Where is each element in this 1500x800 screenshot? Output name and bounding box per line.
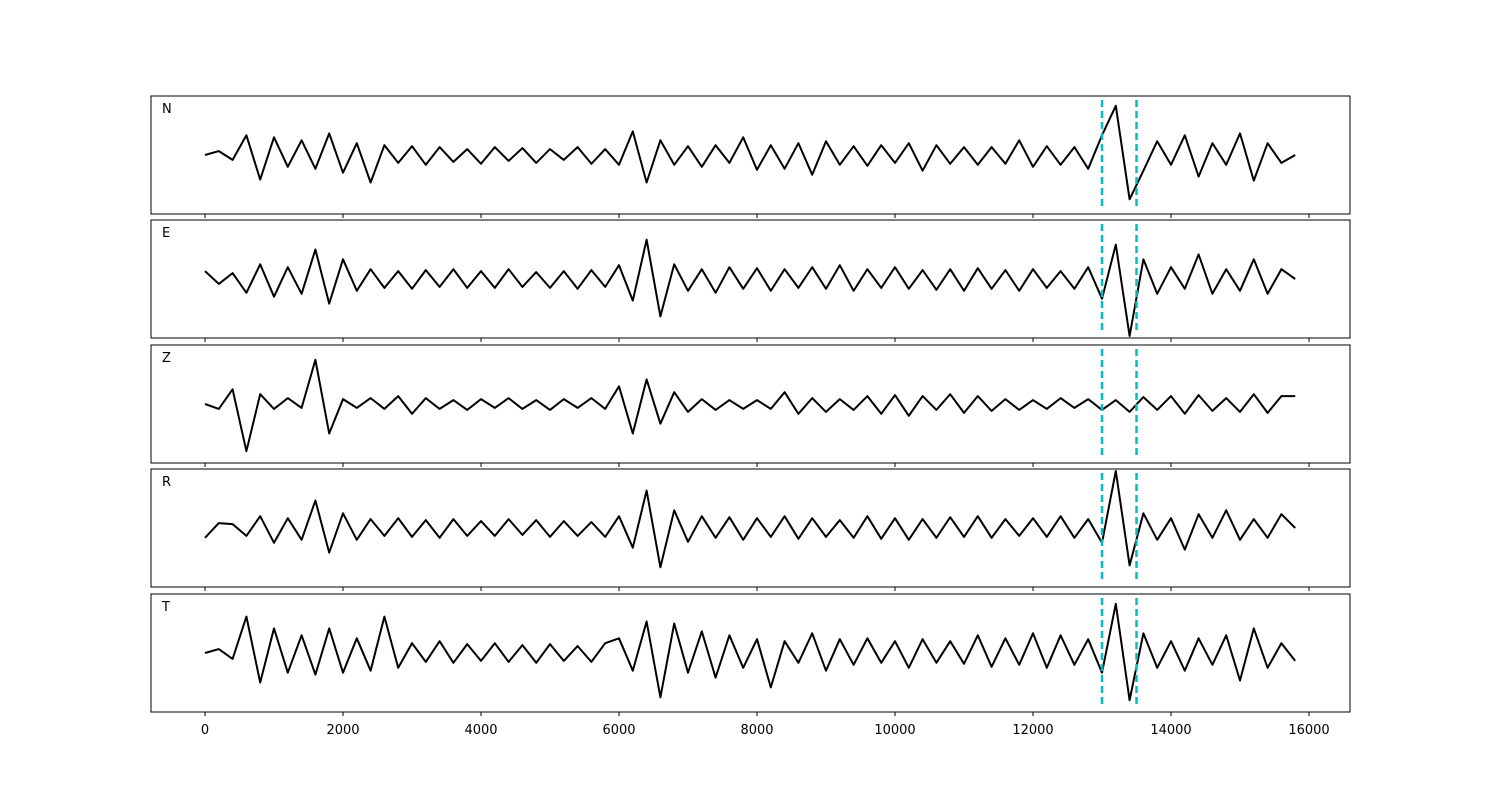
panel: E bbox=[150, 219, 1351, 342]
x-tick-label: 16000 bbox=[1288, 723, 1329, 738]
panel-frame bbox=[150, 219, 1351, 339]
waveform bbox=[204, 104, 1296, 201]
panel: Z bbox=[150, 344, 1351, 467]
x-tick-label: 14000 bbox=[1150, 723, 1191, 738]
panel: N bbox=[150, 95, 1351, 218]
x-tick-label: 0 bbox=[201, 723, 209, 738]
panel-label: E bbox=[162, 226, 170, 241]
panel-frame bbox=[150, 593, 1351, 713]
panel-frame bbox=[150, 468, 1351, 588]
x-tick-label: 2000 bbox=[326, 723, 359, 738]
x-tick-label: 4000 bbox=[464, 723, 497, 738]
panel-label: R bbox=[162, 475, 171, 490]
panel-label: Z bbox=[162, 351, 171, 366]
panel-label: N bbox=[162, 102, 172, 117]
x-tick-label: 6000 bbox=[602, 723, 635, 738]
waveform bbox=[204, 358, 1296, 453]
waveform bbox=[204, 238, 1296, 337]
x-tick-label: 12000 bbox=[1012, 723, 1053, 738]
panel: R bbox=[150, 468, 1351, 591]
panel: 0 2000 4000 6000 8000 10000 12000 14000 16000 T bbox=[150, 593, 1351, 738]
x-tick-label: 10000 bbox=[874, 723, 915, 738]
waveform bbox=[204, 602, 1296, 702]
x-tick-label: 8000 bbox=[740, 723, 773, 738]
panel-label: T bbox=[161, 600, 170, 615]
panel-frame bbox=[150, 344, 1351, 464]
panel-frame bbox=[150, 95, 1351, 215]
waveform bbox=[204, 470, 1296, 569]
